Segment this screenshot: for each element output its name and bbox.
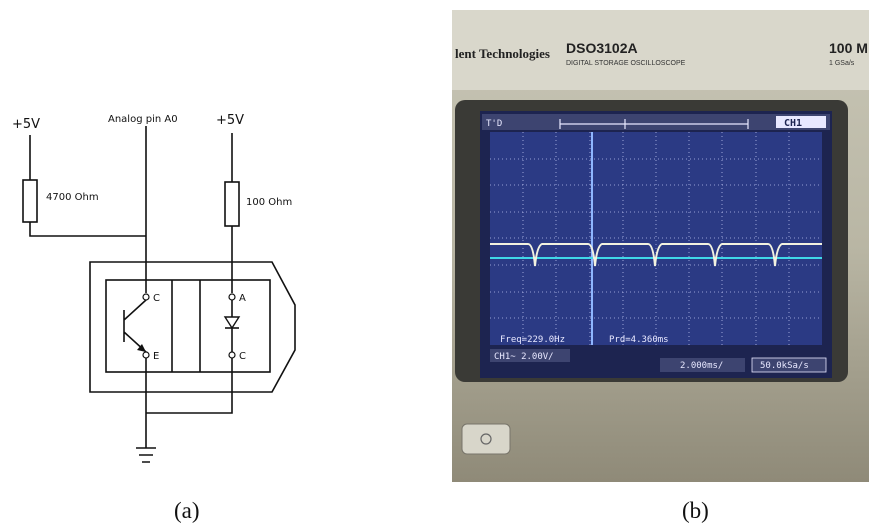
bandwidth: 100 M xyxy=(829,40,868,56)
caption: (b) xyxy=(682,498,709,523)
terminal xyxy=(229,294,235,300)
figure: +5V Analog pin A0 +5V 4700 Ohm 100 Ohm C… xyxy=(0,0,869,529)
trigger-status: T'D xyxy=(486,119,502,129)
resistor-label: 4700 Ohm xyxy=(46,192,99,203)
caption: (a) xyxy=(174,498,200,523)
pin-label: E xyxy=(153,351,159,362)
ground xyxy=(136,358,232,462)
package-divider xyxy=(172,280,200,372)
supply-label: +5V xyxy=(216,113,244,128)
time-scale: 2.000ms/ xyxy=(680,361,723,371)
phototransistor xyxy=(124,300,146,352)
brand: lent Technologies xyxy=(455,46,550,61)
page: +5V Analog pin A0 +5V 4700 Ohm 100 Ohm C… xyxy=(0,0,869,529)
circuit: +5V Analog pin A0 +5V 4700 Ohm 100 Ohm C… xyxy=(12,113,295,523)
pin-label: A xyxy=(239,293,246,304)
terminal xyxy=(229,352,235,358)
scope-photo: lent Technologies DSO3102A DIGITAL STORA… xyxy=(452,10,869,523)
channel-scale: CH1~ 2.00V/ xyxy=(494,352,554,362)
sample-rate: 50.0kSa/s xyxy=(760,361,809,371)
wires xyxy=(30,126,232,293)
resistor-label: 100 Ohm xyxy=(246,197,292,208)
model: DSO3102A xyxy=(566,40,638,56)
resistor xyxy=(225,182,239,226)
frequency: Freq=229.0Hz xyxy=(500,335,565,345)
pin-label: C xyxy=(239,351,246,362)
graticule xyxy=(490,132,822,345)
resistor xyxy=(23,180,37,222)
led xyxy=(225,317,239,328)
pin-label: C xyxy=(153,293,160,304)
terminal xyxy=(143,294,149,300)
terminal xyxy=(143,352,149,358)
pin-label: Analog pin A0 xyxy=(108,114,178,125)
sample-rate-max: 1 GSa/s xyxy=(829,60,855,67)
period: Prd=4.360ms xyxy=(609,335,669,345)
power-button xyxy=(462,424,510,454)
channel-badge-text: CH1 xyxy=(784,118,802,129)
supply-label: +5V xyxy=(12,117,40,132)
model-subtitle: DIGITAL STORAGE OSCILLOSCOPE xyxy=(566,60,686,67)
